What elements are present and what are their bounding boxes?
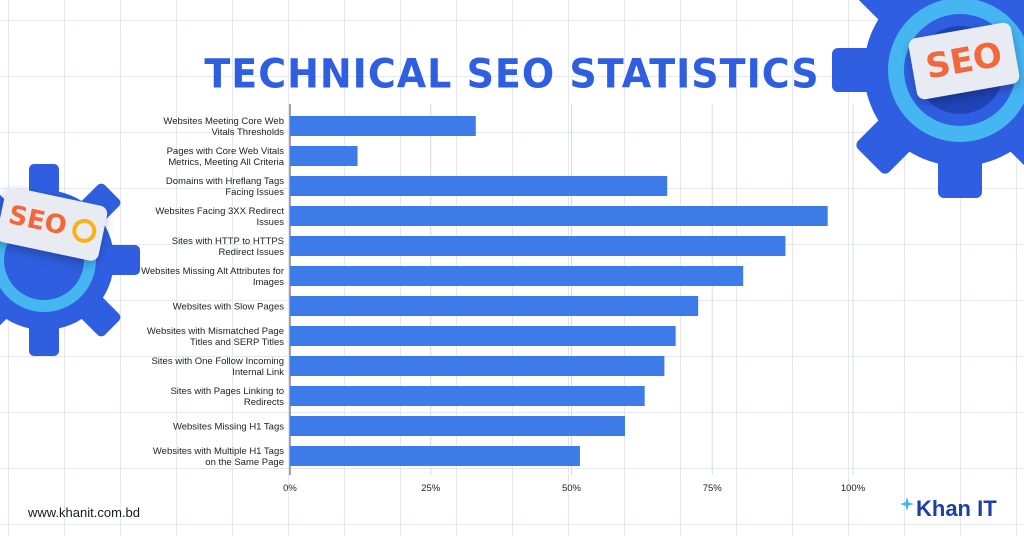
category-label: Sites with HTTP to HTTPS Redirect Issues	[172, 236, 285, 258]
website-url: www.khanit.com.bd	[28, 505, 140, 520]
category-label: Domains with Hreflang Tags Facing Issues	[166, 176, 284, 198]
category-label: Websites with Mismatched Page Titles and …	[147, 326, 284, 348]
bar	[290, 146, 358, 166]
bar	[290, 416, 625, 436]
bar	[290, 266, 744, 286]
page-title: TECHNICAL SEO STATISTICS	[204, 50, 820, 98]
brand-star-icon	[900, 497, 914, 511]
x-tick-label: 75%	[703, 483, 723, 494]
x-tick-label: 0%	[283, 483, 297, 494]
category-label: Websites with Multiple H1 Tags on the Sam…	[153, 446, 284, 468]
bar	[290, 296, 699, 316]
bar	[290, 116, 476, 136]
category-label: Sites with One Follow Incoming Internal L…	[151, 356, 284, 378]
brand-logo: Khan IT	[900, 496, 997, 522]
category-label: Websites Missing H1 Tags	[173, 422, 284, 433]
bar	[290, 356, 665, 376]
category-label: Websites Missing Alt Attributes for Image…	[141, 266, 284, 288]
category-label: Sites with Pages Linking to Redirects	[170, 386, 284, 408]
bar	[290, 236, 786, 256]
category-label: Pages with Core Web Vitals Metrics, Meeti…	[167, 146, 285, 168]
category-label: Websites Meeting Core Web Vitals Threshol…	[163, 116, 284, 138]
bar	[290, 386, 645, 406]
bar	[290, 326, 676, 346]
bar	[290, 206, 828, 226]
x-tick-label: 25%	[421, 483, 441, 494]
category-label: Websites Facing 3XX Redirect Issues	[155, 206, 284, 228]
x-tick-label: 100%	[841, 483, 866, 494]
category-label: Websites with Slow Pages	[173, 302, 284, 313]
bar	[290, 176, 668, 196]
bar	[290, 446, 580, 466]
brand-name: Khan IT	[916, 496, 997, 521]
x-tick-label: 50%	[562, 483, 582, 494]
